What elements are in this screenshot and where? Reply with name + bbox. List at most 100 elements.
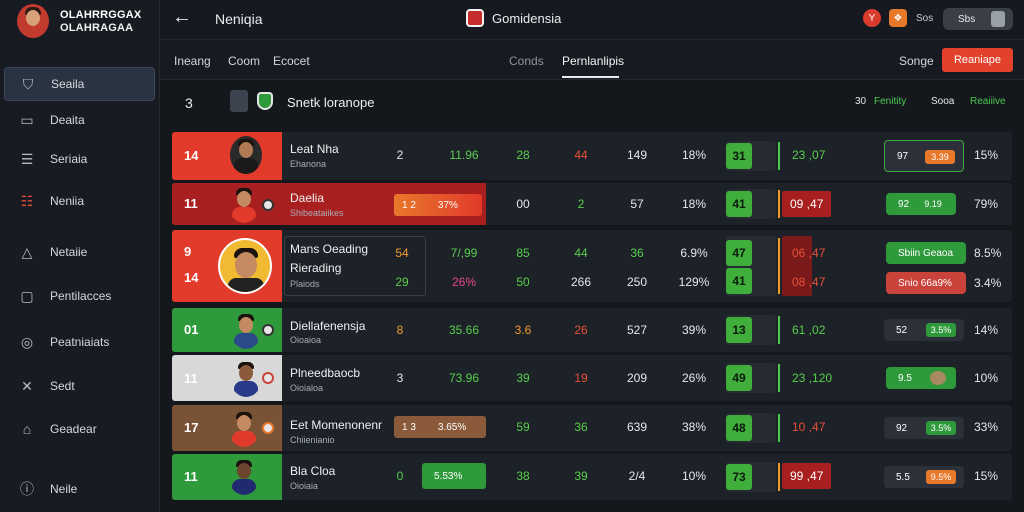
table-row[interactable]: 9 14 Mans Oeading Rierading Plaiods 54 2… [172, 230, 1012, 302]
rating-pill[interactable]: 9.5 [886, 367, 956, 389]
sidebar-item-netaiie[interactable]: △ Netaiie [4, 235, 155, 269]
score-box: 47 [726, 240, 752, 266]
sidebar-item-deaita[interactable]: ▭ Deaita [4, 103, 155, 137]
section-filter-c[interactable]: Reaiiive [970, 96, 1006, 107]
table-row[interactable]: 01 Diellafenensja Oioaioa 8 35.66 3.6 26… [172, 308, 1012, 352]
score-divider [778, 316, 780, 344]
rating-pill[interactable]: 97 3.39 [884, 140, 964, 172]
player-name: Eet Momenonenr [290, 418, 383, 432]
percent-value: 10% [974, 371, 999, 385]
rating-value: 92 [898, 198, 910, 210]
stat-cell: 18% [681, 197, 707, 211]
user-menu[interactable]: Sbs [943, 8, 1013, 30]
score-box: 73 [726, 464, 752, 490]
brand-name: OLAHRRGGAX [60, 9, 142, 21]
percent-value: 15% [974, 148, 999, 162]
sidebar-item-seriaia[interactable]: ☰ Seriaia [4, 142, 155, 176]
stat-cell: 73.96 [448, 371, 480, 385]
sidebar-item-label: Deaita [50, 113, 85, 127]
stat-cell: 7/,99 [450, 246, 478, 260]
stat-cell: 29 [395, 275, 409, 289]
score-divider [778, 463, 780, 491]
section-filter-b[interactable]: Sooa [931, 96, 955, 107]
tab-ecocet[interactable]: Ecocet [273, 54, 310, 68]
rating-pill[interactable]: 92 3.5% [884, 417, 964, 439]
sidebar-item-label: Pentilacces [50, 289, 112, 303]
stat-cell: 28 [516, 148, 530, 162]
tab-pernlanlipis[interactable]: Pernlanlipis [562, 54, 625, 68]
score-divider [778, 142, 780, 170]
player-avatar [230, 136, 262, 174]
rating-inner: 9.19 [918, 197, 948, 211]
score-divider [778, 364, 780, 392]
table-row[interactable]: 17 Eet Momenonenr Chiienianio 1 3 3.65% … [172, 405, 1012, 451]
stat-cell: 149 [626, 148, 648, 162]
tab-ineang[interactable]: Ineang [174, 54, 211, 68]
alert-badge[interactable]: ❖ [889, 9, 907, 27]
player-card [284, 236, 426, 296]
sidebar-item-geadear[interactable]: ⌂ Geadear [4, 412, 155, 446]
table-row[interactable]: 14 Leat Nha Ehanona 2 11.96 28 44 149 18… [172, 132, 1012, 180]
stat-cell: 26 [574, 323, 588, 337]
stat-cell: 129% [678, 275, 710, 289]
chip-percent: 3.65% [437, 421, 467, 433]
rating-pill[interactable]: Snio 66a9% [886, 272, 966, 294]
back-arrow-icon[interactable]: ← [172, 6, 192, 28]
player-team: Chiienianio [290, 435, 335, 445]
player-team: Oioiaia [290, 481, 319, 491]
center-title: Gomidensia [492, 11, 562, 26]
rating-pill[interactable]: Sbiin Geaoa [886, 242, 966, 264]
percent-value: 33% [974, 420, 999, 434]
player-name-2: Rierading [290, 261, 342, 275]
rating-pill[interactable]: 5.5 9.5% [884, 466, 964, 488]
table-row[interactable]: 11 Daelia Shibeataiikes 1 2 37% 00 2 57 … [172, 183, 1012, 225]
sidebar-item-pentilacces[interactable]: ▢ Pentilacces [4, 279, 155, 313]
score-box: 13 [726, 317, 752, 343]
tab-coom[interactable]: Coom [228, 54, 261, 68]
rating-pill[interactable]: 52 3.5% [884, 319, 964, 341]
section-title: Snetk loranope [287, 95, 375, 110]
stat-cell: 38% [681, 420, 707, 434]
rating-inner: 3.5% [926, 421, 956, 435]
match-score: 09 ,47 [782, 191, 832, 217]
percent-value: 8.5% [974, 246, 1002, 260]
stat-cell: 266 [570, 275, 592, 289]
table-row[interactable]: 11 Bla Cloa Oioiaia 0 5.53% 38 39 2/4 10… [172, 454, 1012, 500]
rank-block [172, 454, 282, 500]
sidebar-item-peatniaiats[interactable]: ◎ Peatniaiats [4, 325, 155, 359]
stat-cell: 2 [396, 148, 404, 162]
stat-cell: 2 [577, 197, 585, 211]
player-name: Daelia [290, 191, 325, 205]
stat-cell: 39 [516, 371, 530, 385]
sidebar-item-neniia[interactable]: ☷ Neniia [4, 184, 155, 218]
chip-value: 1 3 [402, 421, 416, 433]
notification-badge[interactable]: Y [863, 9, 881, 27]
card-icon: ▭ [20, 111, 34, 128]
sidebar-item-label: Neile [50, 482, 78, 496]
tab-conds[interactable]: Conds [509, 54, 544, 68]
rank: 11 [184, 371, 198, 386]
sidebar-item-sedt[interactable]: ✕ Sedt [4, 369, 155, 403]
match-score: 06 ,47 [792, 246, 826, 260]
percent-value: 79% [974, 197, 999, 211]
sort-label[interactable]: Songe [899, 54, 934, 68]
sidebar-item-label: Seaila [51, 77, 85, 91]
stat-cell: 639 [626, 420, 648, 434]
stat-cell: 2/4 [628, 469, 646, 483]
brand[interactable]: OLAHRRGGAX OLAHRAGAA [0, 0, 160, 42]
sidebar-item-label: Geadear [50, 422, 97, 436]
info-icon: ⓘ [20, 481, 34, 497]
sidebar: OLAHRRGGAX OLAHRAGAA ⛉ Seaila ▭ Deaita ☰… [0, 0, 160, 512]
player-avatar [228, 185, 260, 223]
primary-button[interactable]: Reaniape [942, 48, 1013, 72]
rank: 11 [184, 196, 198, 211]
club-crest-icon [262, 422, 274, 434]
stat-cell: 44 [574, 246, 588, 260]
table-row[interactable]: 11 Plneedbaocb Oioialoa 3 73.96 39 19 20… [172, 355, 1012, 401]
rating-pill[interactable]: 92 9.19 [886, 193, 956, 215]
sidebar-item-seaila[interactable]: ⛉ Seaila [4, 67, 155, 101]
section-filter-a[interactable]: Fenitity [874, 96, 907, 107]
section-avatar [230, 90, 248, 112]
sidebar-item-neile[interactable]: ⓘ Neile [4, 472, 155, 506]
score-box: 41 [726, 268, 752, 294]
